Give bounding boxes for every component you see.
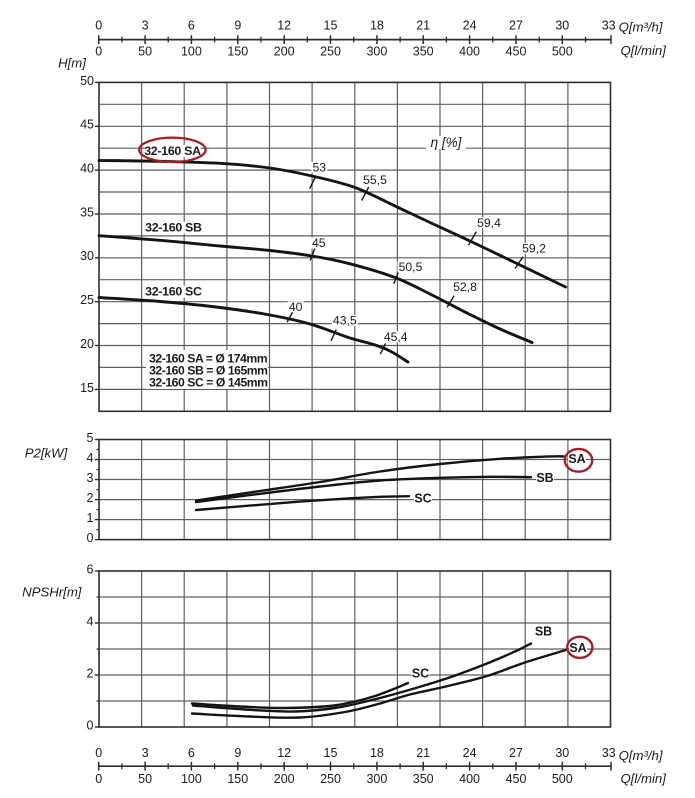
svg-text:15: 15 bbox=[324, 19, 338, 33]
svg-text:24: 24 bbox=[463, 19, 477, 33]
svg-text:32-160 SB: 32-160 SB bbox=[145, 221, 202, 235]
svg-text:9: 9 bbox=[234, 746, 241, 760]
svg-text:59,2: 59,2 bbox=[522, 242, 546, 256]
svg-text:300: 300 bbox=[366, 772, 387, 786]
svg-text:3: 3 bbox=[142, 746, 149, 760]
svg-text:0: 0 bbox=[87, 531, 94, 545]
svg-text:0: 0 bbox=[95, 45, 102, 59]
svg-text:27: 27 bbox=[509, 19, 523, 33]
svg-text:12: 12 bbox=[277, 746, 291, 760]
svg-text:NPSHr[m]: NPSHr[m] bbox=[22, 585, 82, 600]
svg-text:500: 500 bbox=[552, 45, 573, 59]
svg-text:150: 150 bbox=[227, 45, 248, 59]
svg-text:2: 2 bbox=[87, 491, 94, 505]
svg-text:200: 200 bbox=[274, 772, 295, 786]
svg-text:18: 18 bbox=[370, 19, 384, 33]
svg-text:100: 100 bbox=[181, 45, 202, 59]
svg-text:35: 35 bbox=[80, 205, 94, 219]
svg-text:0: 0 bbox=[95, 772, 102, 786]
svg-text:30: 30 bbox=[80, 249, 94, 263]
svg-text:200: 200 bbox=[274, 45, 295, 59]
svg-text:H[m]: H[m] bbox=[58, 55, 86, 70]
svg-text:45: 45 bbox=[80, 118, 94, 132]
svg-text:50: 50 bbox=[80, 74, 94, 88]
svg-text:Q[m³/h]: Q[m³/h] bbox=[619, 20, 663, 35]
svg-text:3: 3 bbox=[87, 471, 94, 485]
svg-text:15: 15 bbox=[324, 746, 338, 760]
svg-text:5: 5 bbox=[87, 431, 94, 445]
svg-text:0: 0 bbox=[87, 718, 94, 732]
svg-text:350: 350 bbox=[413, 45, 434, 59]
svg-text:45: 45 bbox=[312, 236, 326, 250]
svg-text:15: 15 bbox=[80, 381, 94, 395]
svg-text:300: 300 bbox=[366, 45, 387, 59]
svg-text:33: 33 bbox=[602, 746, 616, 760]
svg-text:43,5: 43,5 bbox=[333, 313, 357, 327]
svg-text:250: 250 bbox=[320, 45, 341, 59]
svg-text:400: 400 bbox=[459, 772, 480, 786]
svg-text:20: 20 bbox=[80, 337, 94, 351]
svg-text:SB: SB bbox=[536, 471, 553, 485]
svg-text:50: 50 bbox=[138, 772, 152, 786]
svg-text:500: 500 bbox=[552, 772, 573, 786]
svg-text:0: 0 bbox=[95, 19, 102, 33]
svg-text:6: 6 bbox=[188, 19, 195, 33]
svg-text:33: 33 bbox=[602, 19, 616, 33]
svg-text:η [%]: η [%] bbox=[431, 135, 463, 150]
svg-text:21: 21 bbox=[416, 19, 430, 33]
svg-text:9: 9 bbox=[234, 19, 241, 33]
svg-text:30: 30 bbox=[555, 19, 569, 33]
svg-text:50,5: 50,5 bbox=[399, 260, 423, 274]
svg-text:45,4: 45,4 bbox=[384, 330, 408, 344]
svg-text:SC: SC bbox=[412, 667, 429, 681]
svg-text:250: 250 bbox=[320, 772, 341, 786]
svg-text:40: 40 bbox=[289, 300, 303, 314]
svg-text:Q[l/min]: Q[l/min] bbox=[621, 43, 667, 58]
svg-text:150: 150 bbox=[227, 772, 248, 786]
svg-text:32-160 SA: 32-160 SA bbox=[144, 144, 201, 158]
svg-text:55,5: 55,5 bbox=[363, 173, 387, 187]
svg-text:32-160 SC = Ø 145mm: 32-160 SC = Ø 145mm bbox=[149, 375, 268, 389]
svg-text:24: 24 bbox=[463, 746, 477, 760]
svg-text:2: 2 bbox=[87, 666, 94, 680]
svg-text:6: 6 bbox=[87, 562, 94, 576]
svg-text:4: 4 bbox=[87, 614, 94, 628]
svg-text:450: 450 bbox=[506, 772, 527, 786]
svg-text:1: 1 bbox=[87, 511, 94, 525]
svg-text:27: 27 bbox=[509, 746, 523, 760]
svg-text:21: 21 bbox=[416, 746, 430, 760]
svg-text:25: 25 bbox=[80, 293, 94, 307]
svg-text:0: 0 bbox=[95, 746, 102, 760]
svg-text:32-160 SA = Ø 174mm: 32-160 SA = Ø 174mm bbox=[149, 351, 268, 365]
svg-text:53: 53 bbox=[313, 160, 327, 174]
svg-text:Q[m³/h]: Q[m³/h] bbox=[619, 748, 663, 763]
svg-text:32-160 SC: 32-160 SC bbox=[145, 285, 202, 299]
svg-text:4: 4 bbox=[87, 451, 94, 465]
svg-text:SC: SC bbox=[414, 492, 431, 506]
svg-text:400: 400 bbox=[459, 45, 480, 59]
svg-text:12: 12 bbox=[277, 19, 291, 33]
svg-text:40: 40 bbox=[80, 162, 94, 176]
svg-text:SB: SB bbox=[535, 625, 552, 639]
svg-text:18: 18 bbox=[370, 746, 384, 760]
svg-text:32-160 SB = Ø 165mm: 32-160 SB = Ø 165mm bbox=[149, 364, 268, 378]
svg-text:P2[kW]: P2[kW] bbox=[25, 446, 68, 461]
svg-text:Q[l/min]: Q[l/min] bbox=[621, 771, 667, 786]
svg-text:52,8: 52,8 bbox=[453, 280, 477, 294]
svg-text:6: 6 bbox=[188, 746, 195, 760]
svg-text:30: 30 bbox=[555, 746, 569, 760]
svg-text:450: 450 bbox=[506, 45, 527, 59]
svg-text:SA: SA bbox=[569, 641, 586, 655]
svg-text:59,4: 59,4 bbox=[477, 216, 501, 230]
svg-text:50: 50 bbox=[138, 45, 152, 59]
svg-text:350: 350 bbox=[413, 772, 434, 786]
svg-text:100: 100 bbox=[181, 772, 202, 786]
svg-text:SA: SA bbox=[568, 452, 585, 466]
svg-text:3: 3 bbox=[142, 19, 149, 33]
